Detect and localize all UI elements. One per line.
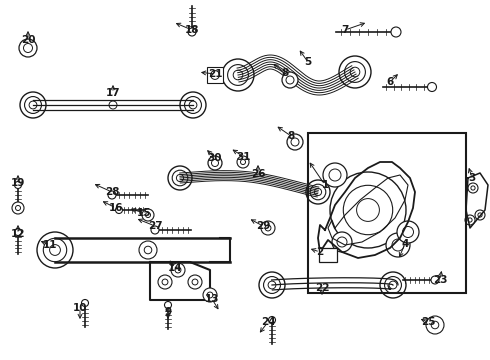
Circle shape (265, 225, 271, 231)
Text: 16: 16 (109, 203, 123, 213)
Circle shape (282, 72, 298, 88)
Circle shape (468, 183, 478, 193)
Circle shape (427, 82, 437, 91)
Text: 2: 2 (317, 247, 323, 257)
Circle shape (165, 302, 172, 309)
Circle shape (208, 156, 222, 170)
Circle shape (323, 163, 347, 187)
Circle shape (471, 186, 475, 190)
Text: 19: 19 (11, 178, 25, 188)
Text: 30: 30 (208, 153, 222, 163)
Circle shape (431, 276, 439, 284)
Circle shape (465, 215, 475, 225)
Circle shape (426, 316, 444, 334)
Text: 23: 23 (433, 275, 447, 285)
Circle shape (162, 279, 168, 285)
Circle shape (386, 233, 410, 257)
Circle shape (431, 321, 439, 329)
Circle shape (287, 134, 303, 150)
Circle shape (478, 213, 482, 217)
Circle shape (146, 212, 150, 217)
Text: 14: 14 (168, 263, 182, 273)
Text: 4: 4 (401, 239, 409, 249)
Circle shape (158, 275, 172, 289)
Circle shape (237, 156, 249, 168)
Circle shape (269, 316, 275, 324)
Circle shape (203, 288, 217, 302)
Text: 22: 22 (315, 283, 329, 293)
Circle shape (468, 218, 472, 222)
Circle shape (192, 279, 198, 285)
Text: 3: 3 (468, 173, 476, 183)
Circle shape (16, 206, 21, 211)
Circle shape (188, 28, 196, 36)
Circle shape (188, 275, 202, 289)
Circle shape (391, 27, 401, 37)
Bar (319, 248, 337, 262)
Text: 17: 17 (106, 88, 121, 98)
Text: 28: 28 (105, 187, 119, 197)
Text: 25: 25 (421, 317, 435, 327)
Text: 11: 11 (43, 240, 57, 250)
Text: 8: 8 (281, 68, 289, 78)
Circle shape (15, 181, 22, 189)
Text: 18: 18 (185, 25, 199, 35)
Bar (207, 67, 223, 83)
Circle shape (337, 237, 347, 247)
Circle shape (24, 44, 32, 53)
Circle shape (207, 292, 213, 298)
Text: 26: 26 (251, 169, 265, 179)
Text: 13: 13 (205, 294, 219, 304)
Text: 29: 29 (256, 221, 270, 231)
Text: 12: 12 (11, 229, 25, 239)
Circle shape (241, 159, 245, 165)
Circle shape (108, 191, 116, 199)
Circle shape (286, 76, 294, 84)
Text: 6: 6 (387, 77, 393, 87)
Circle shape (81, 300, 89, 306)
Text: 27: 27 (147, 221, 162, 231)
Text: 20: 20 (21, 35, 35, 45)
Text: 10: 10 (73, 303, 87, 313)
Circle shape (261, 221, 275, 235)
Circle shape (142, 209, 154, 221)
Text: 5: 5 (304, 57, 312, 67)
Circle shape (139, 241, 157, 259)
Circle shape (475, 210, 485, 220)
Circle shape (402, 226, 414, 238)
Text: 24: 24 (261, 317, 275, 327)
Circle shape (397, 221, 419, 243)
Circle shape (332, 232, 352, 252)
Text: 31: 31 (237, 152, 251, 162)
Text: 8: 8 (287, 131, 294, 141)
Circle shape (211, 71, 220, 80)
Circle shape (329, 169, 341, 181)
Circle shape (144, 246, 152, 254)
Bar (308, 133, 466, 293)
Circle shape (175, 267, 181, 273)
Text: 21: 21 (208, 69, 222, 79)
Circle shape (171, 263, 185, 277)
Circle shape (392, 239, 404, 251)
Circle shape (12, 202, 24, 214)
Circle shape (116, 207, 122, 213)
Text: 1: 1 (321, 180, 329, 190)
Circle shape (151, 226, 159, 234)
Text: 9: 9 (165, 307, 172, 317)
Circle shape (15, 229, 22, 235)
Text: 15: 15 (137, 208, 151, 218)
Text: 7: 7 (342, 25, 349, 35)
Circle shape (291, 138, 299, 146)
Circle shape (19, 39, 37, 57)
Circle shape (212, 159, 219, 166)
